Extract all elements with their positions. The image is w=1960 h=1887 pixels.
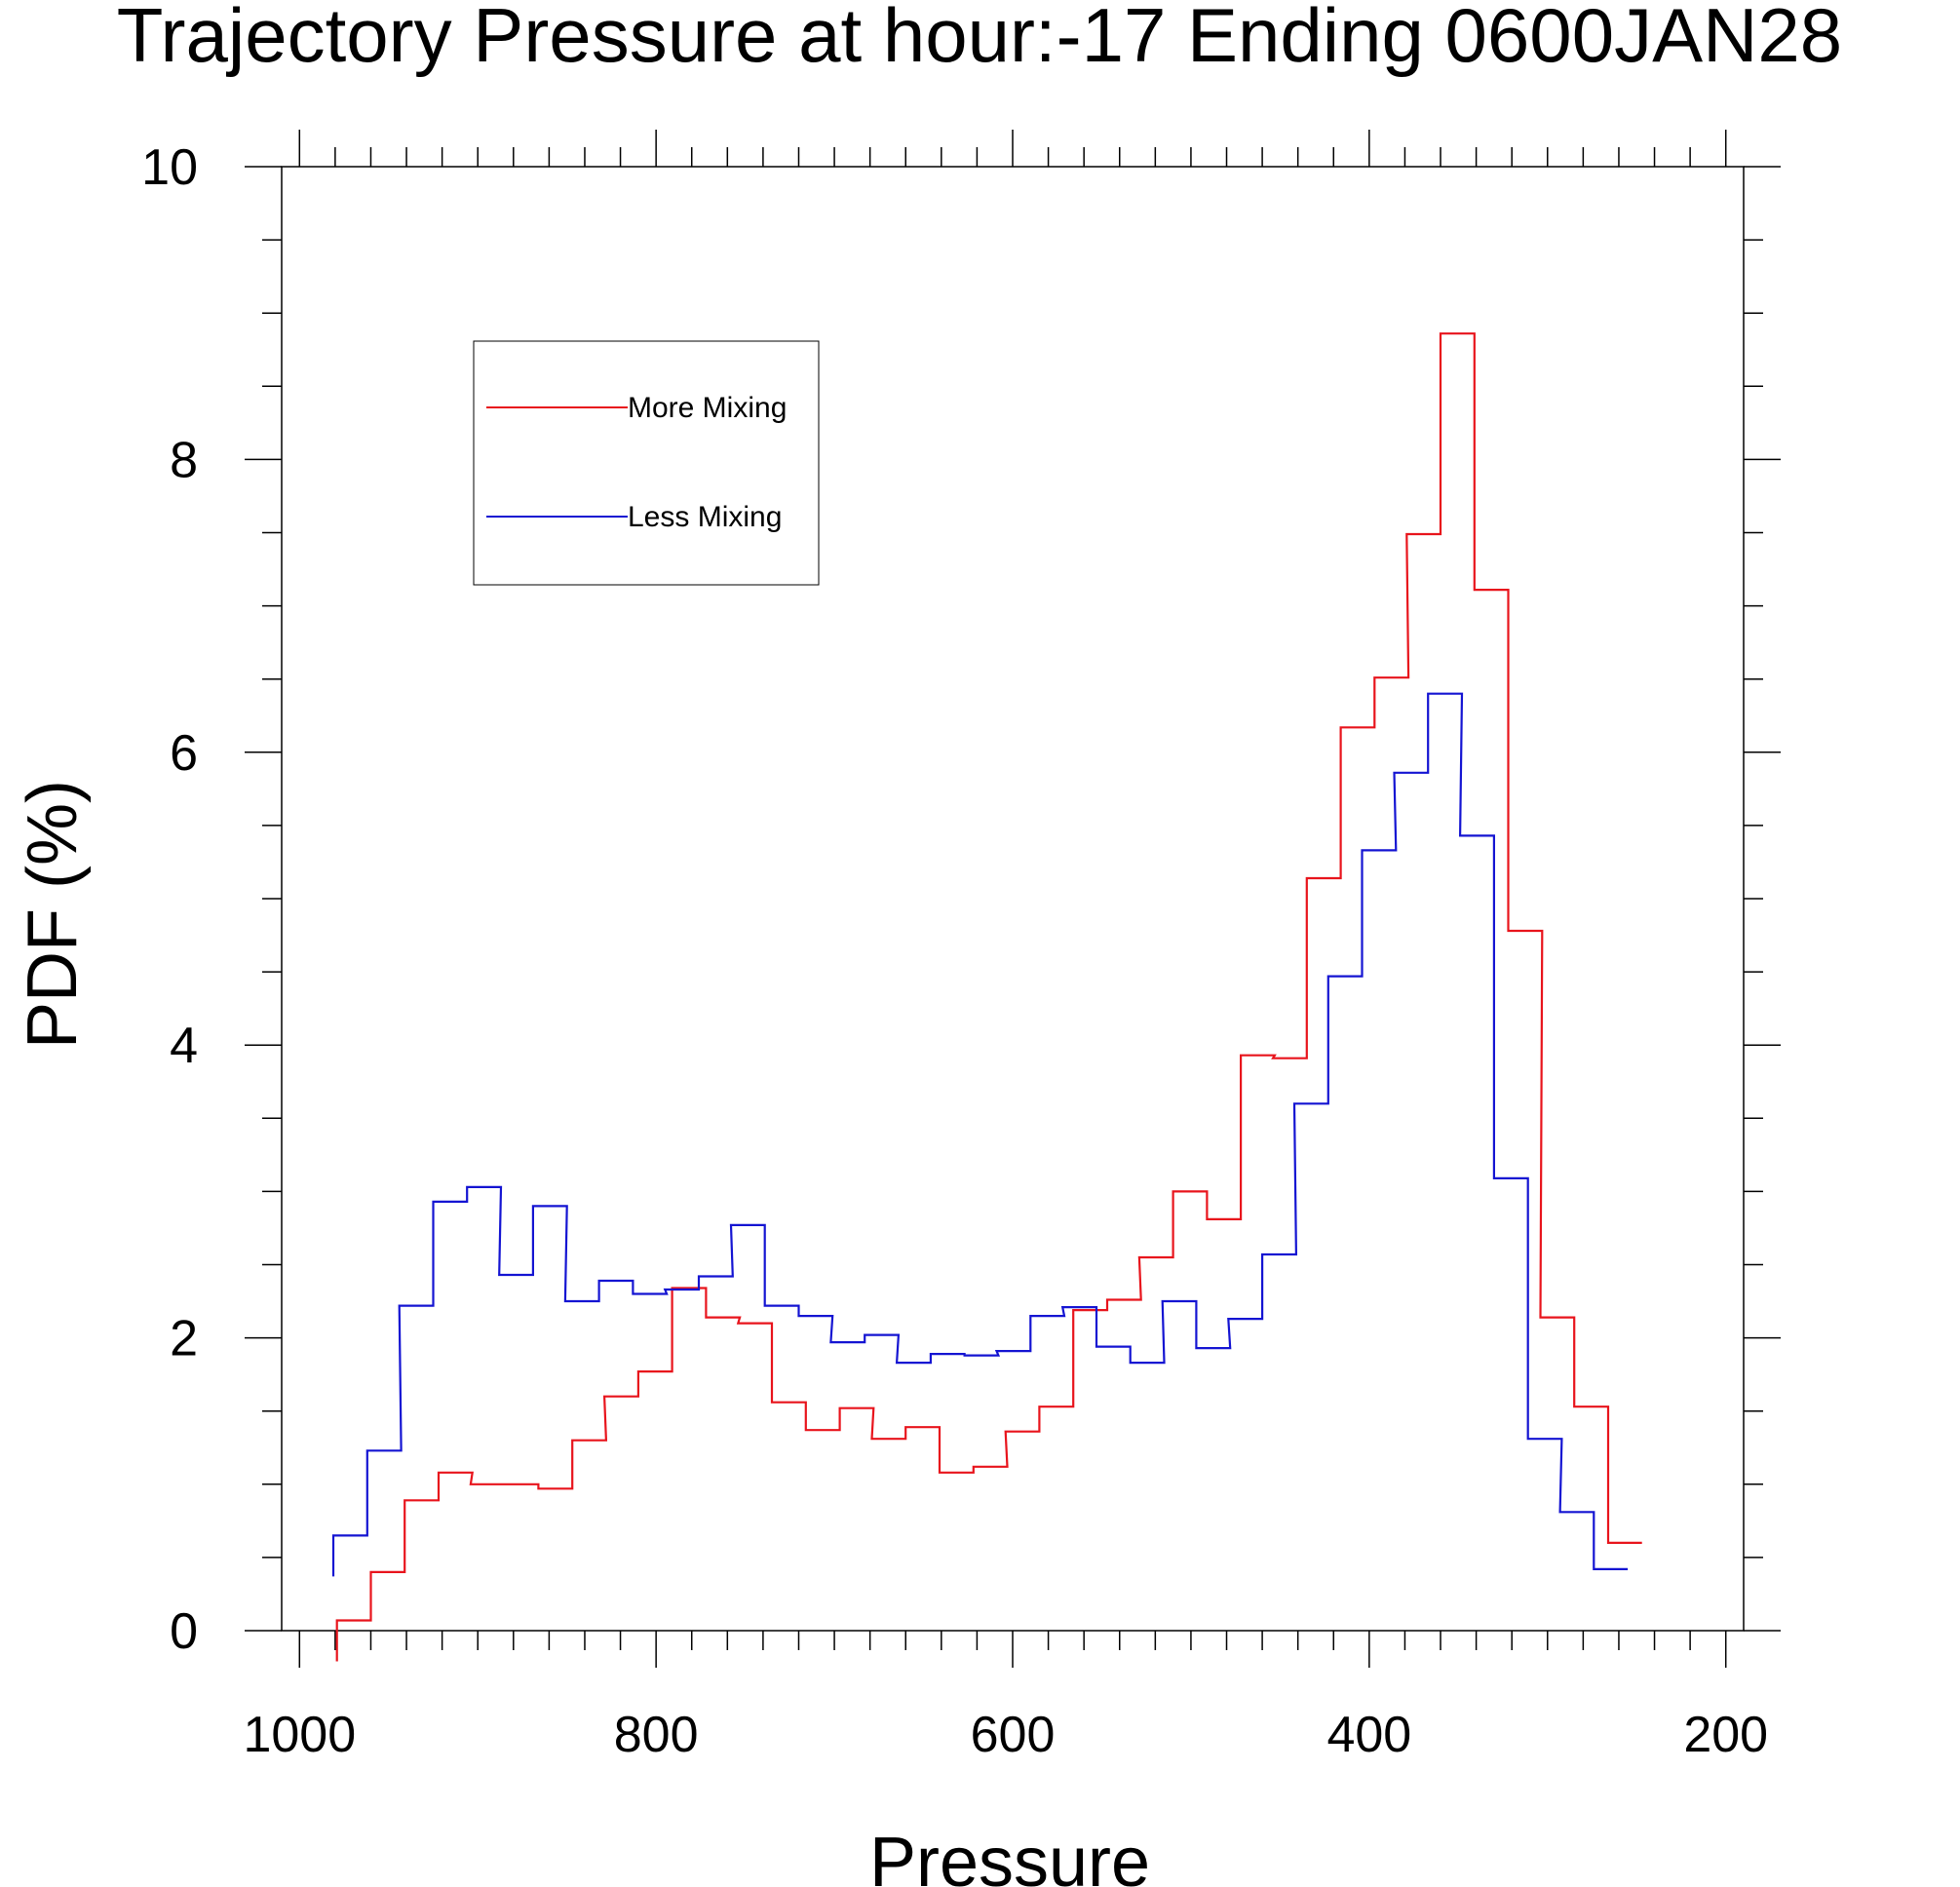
legend-label-less-mixing: Less Mixing — [628, 501, 782, 533]
legend-label-more-mixing: More Mixing — [628, 392, 787, 424]
x-tick-label: 600 — [971, 1707, 1056, 1763]
y-tick-label: 4 — [170, 1018, 198, 1074]
legend: More Mixing Less Mixing — [473, 340, 820, 586]
y-tick-label: 6 — [170, 725, 198, 782]
x-axis-label: Pressure — [869, 1824, 1150, 1887]
x-tick-label: 800 — [614, 1707, 699, 1763]
axis-ticks — [245, 130, 1781, 1668]
y-tick-label: 2 — [170, 1311, 198, 1367]
x-tick-label: 400 — [1326, 1707, 1411, 1763]
y-tick-label: 10 — [141, 139, 198, 196]
y-tick-label: 0 — [170, 1603, 198, 1660]
y-axis-label: PDF (%) — [14, 780, 92, 1049]
y-tick-label: 8 — [170, 432, 198, 488]
series-line-more-mixing — [335, 332, 1642, 1662]
x-tick-label: 200 — [1683, 1707, 1768, 1763]
data-series — [331, 332, 1642, 1662]
axis-tick-labels: 1000 800 600 400 200 0 2 4 6 8 10 — [141, 139, 1768, 1763]
series-line-less-mixing — [331, 692, 1629, 1577]
legend-box — [473, 340, 820, 586]
x-tick-label: 1000 — [243, 1707, 356, 1763]
chart-title: Trajectory Pressure at hour:-17 Ending 0… — [117, 0, 1842, 78]
